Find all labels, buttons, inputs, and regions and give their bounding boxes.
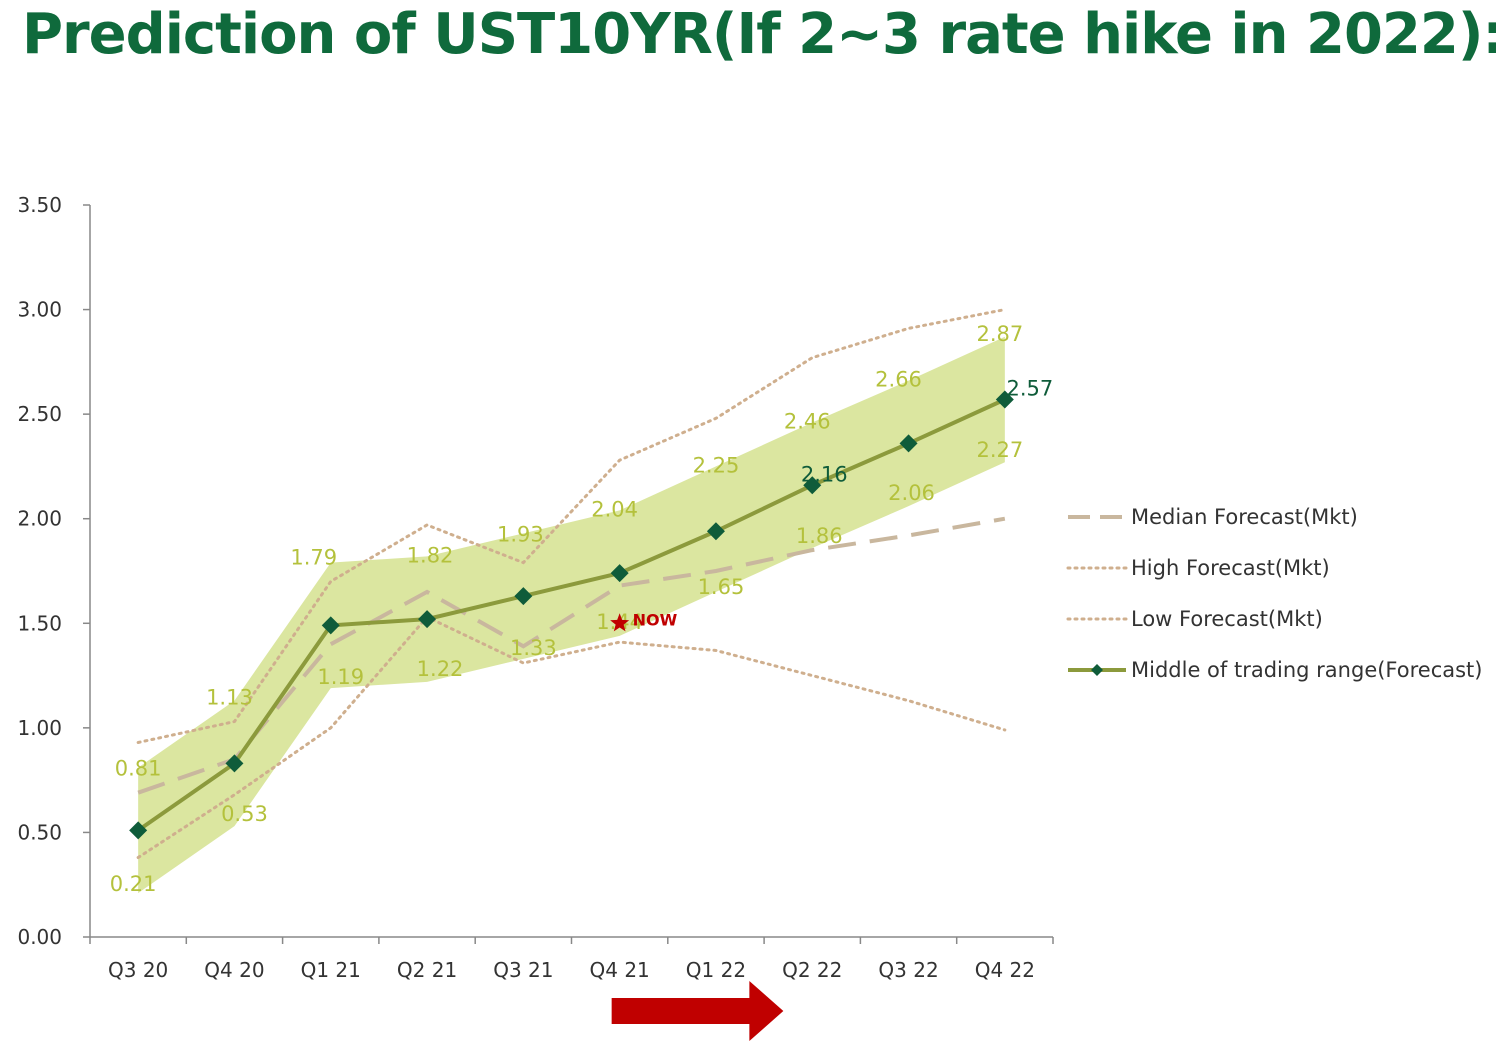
y-tick-label: 0.00 [17, 925, 62, 949]
high-forecast-mkt-line [136, 308, 1007, 744]
low-forecast-mkt-line [136, 615, 1007, 860]
x-tick-label: Q1 21 [301, 958, 361, 982]
x-tick-label: Q4 22 [975, 958, 1035, 982]
data-label: 0.53 [221, 802, 268, 826]
data-label: 1.93 [497, 522, 544, 546]
middle-point-marker [321, 616, 340, 635]
data-label: 1.86 [796, 524, 843, 548]
data-label: 1.13 [206, 686, 253, 710]
y-tick-label: 1.00 [17, 716, 62, 740]
data-labels: 0.81 0.21 1.13 0.53 1.79 1.19 1.82 1.22 1.93 1.33… [110, 322, 1053, 896]
data-label: 1.65 [698, 575, 745, 599]
data-label: 1.33 [510, 636, 557, 660]
y-tick-label: 2.50 [17, 402, 62, 426]
annotations: NOW [610, 610, 784, 1041]
data-label: 1.19 [317, 665, 364, 689]
x-tick-label: Q2 22 [782, 958, 842, 982]
y-tick-label: 0.50 [17, 820, 62, 844]
x-tick-label: Q2 21 [397, 958, 457, 982]
data-label: 1.79 [290, 546, 337, 570]
legend-label: Median Forecast(Mkt) [1131, 505, 1358, 529]
median-forecast-mkt-line [137, 516, 1006, 795]
y-tick-label: 3.00 [17, 298, 62, 322]
middle-point-marker [995, 390, 1014, 409]
middle-point-marker [418, 610, 437, 629]
data-label: 2.27 [976, 438, 1023, 462]
data-label: 2.87 [976, 322, 1023, 346]
middle-point-marker [225, 754, 244, 773]
page-title: Prediction of UST10YR(If 2~3 rate hike i… [22, 2, 1496, 67]
data-label: 2.16 [801, 462, 848, 486]
data-label: 1.82 [407, 543, 454, 567]
data-label: 2.66 [875, 368, 922, 392]
legend-label: High Forecast(Mkt) [1131, 556, 1330, 580]
forward-arrow-icon [611, 981, 784, 1041]
x-tick-label: Q1 22 [686, 958, 746, 982]
middle-of-trading-range-forecast-line [137, 397, 1006, 832]
data-label: 0.21 [110, 872, 157, 896]
middle-point-marker [803, 476, 822, 495]
middle-point-marker [514, 587, 533, 606]
x-tick-label: Q4 21 [590, 958, 650, 982]
axes: 0.00 0.50 1.00 1.50 2.00 2.50 3.00 3.50 Q3 20 Q4 … [17, 193, 1054, 982]
legend-label: Middle of trading range(Forecast) [1131, 658, 1482, 682]
data-label: 2.04 [591, 497, 638, 521]
legend: Median Forecast(Mkt) High Forecast(Mkt) Lo… [1066, 505, 1482, 682]
data-label: 2.25 [693, 453, 740, 477]
y-tick-label: 1.50 [17, 611, 62, 635]
x-tick-label: Q4 20 [204, 958, 264, 982]
middle-point-marker [610, 564, 629, 583]
x-tick-label: Q3 20 [108, 958, 168, 982]
legend-label: Low Forecast(Mkt) [1131, 607, 1323, 631]
now-label: NOW [633, 610, 678, 629]
data-label: 0.81 [115, 757, 162, 781]
legend-marker [1091, 664, 1103, 676]
y-tick-label: 3.50 [17, 193, 62, 217]
data-label: 1.22 [417, 657, 464, 681]
data-label: 2.06 [888, 481, 935, 505]
y-tick-label: 2.00 [17, 507, 62, 531]
now-star-icon [610, 613, 630, 632]
series-lines [136, 308, 1007, 860]
middle-point-marker [899, 434, 918, 453]
x-tick-label: Q3 21 [493, 958, 553, 982]
middle-markers [129, 390, 1014, 840]
middle-point-marker [706, 522, 725, 541]
x-tick-label: Q3 22 [878, 958, 938, 982]
middle-point-marker [129, 821, 148, 840]
data-label: 2.46 [784, 410, 831, 434]
data-label: 2.57 [1006, 377, 1053, 401]
